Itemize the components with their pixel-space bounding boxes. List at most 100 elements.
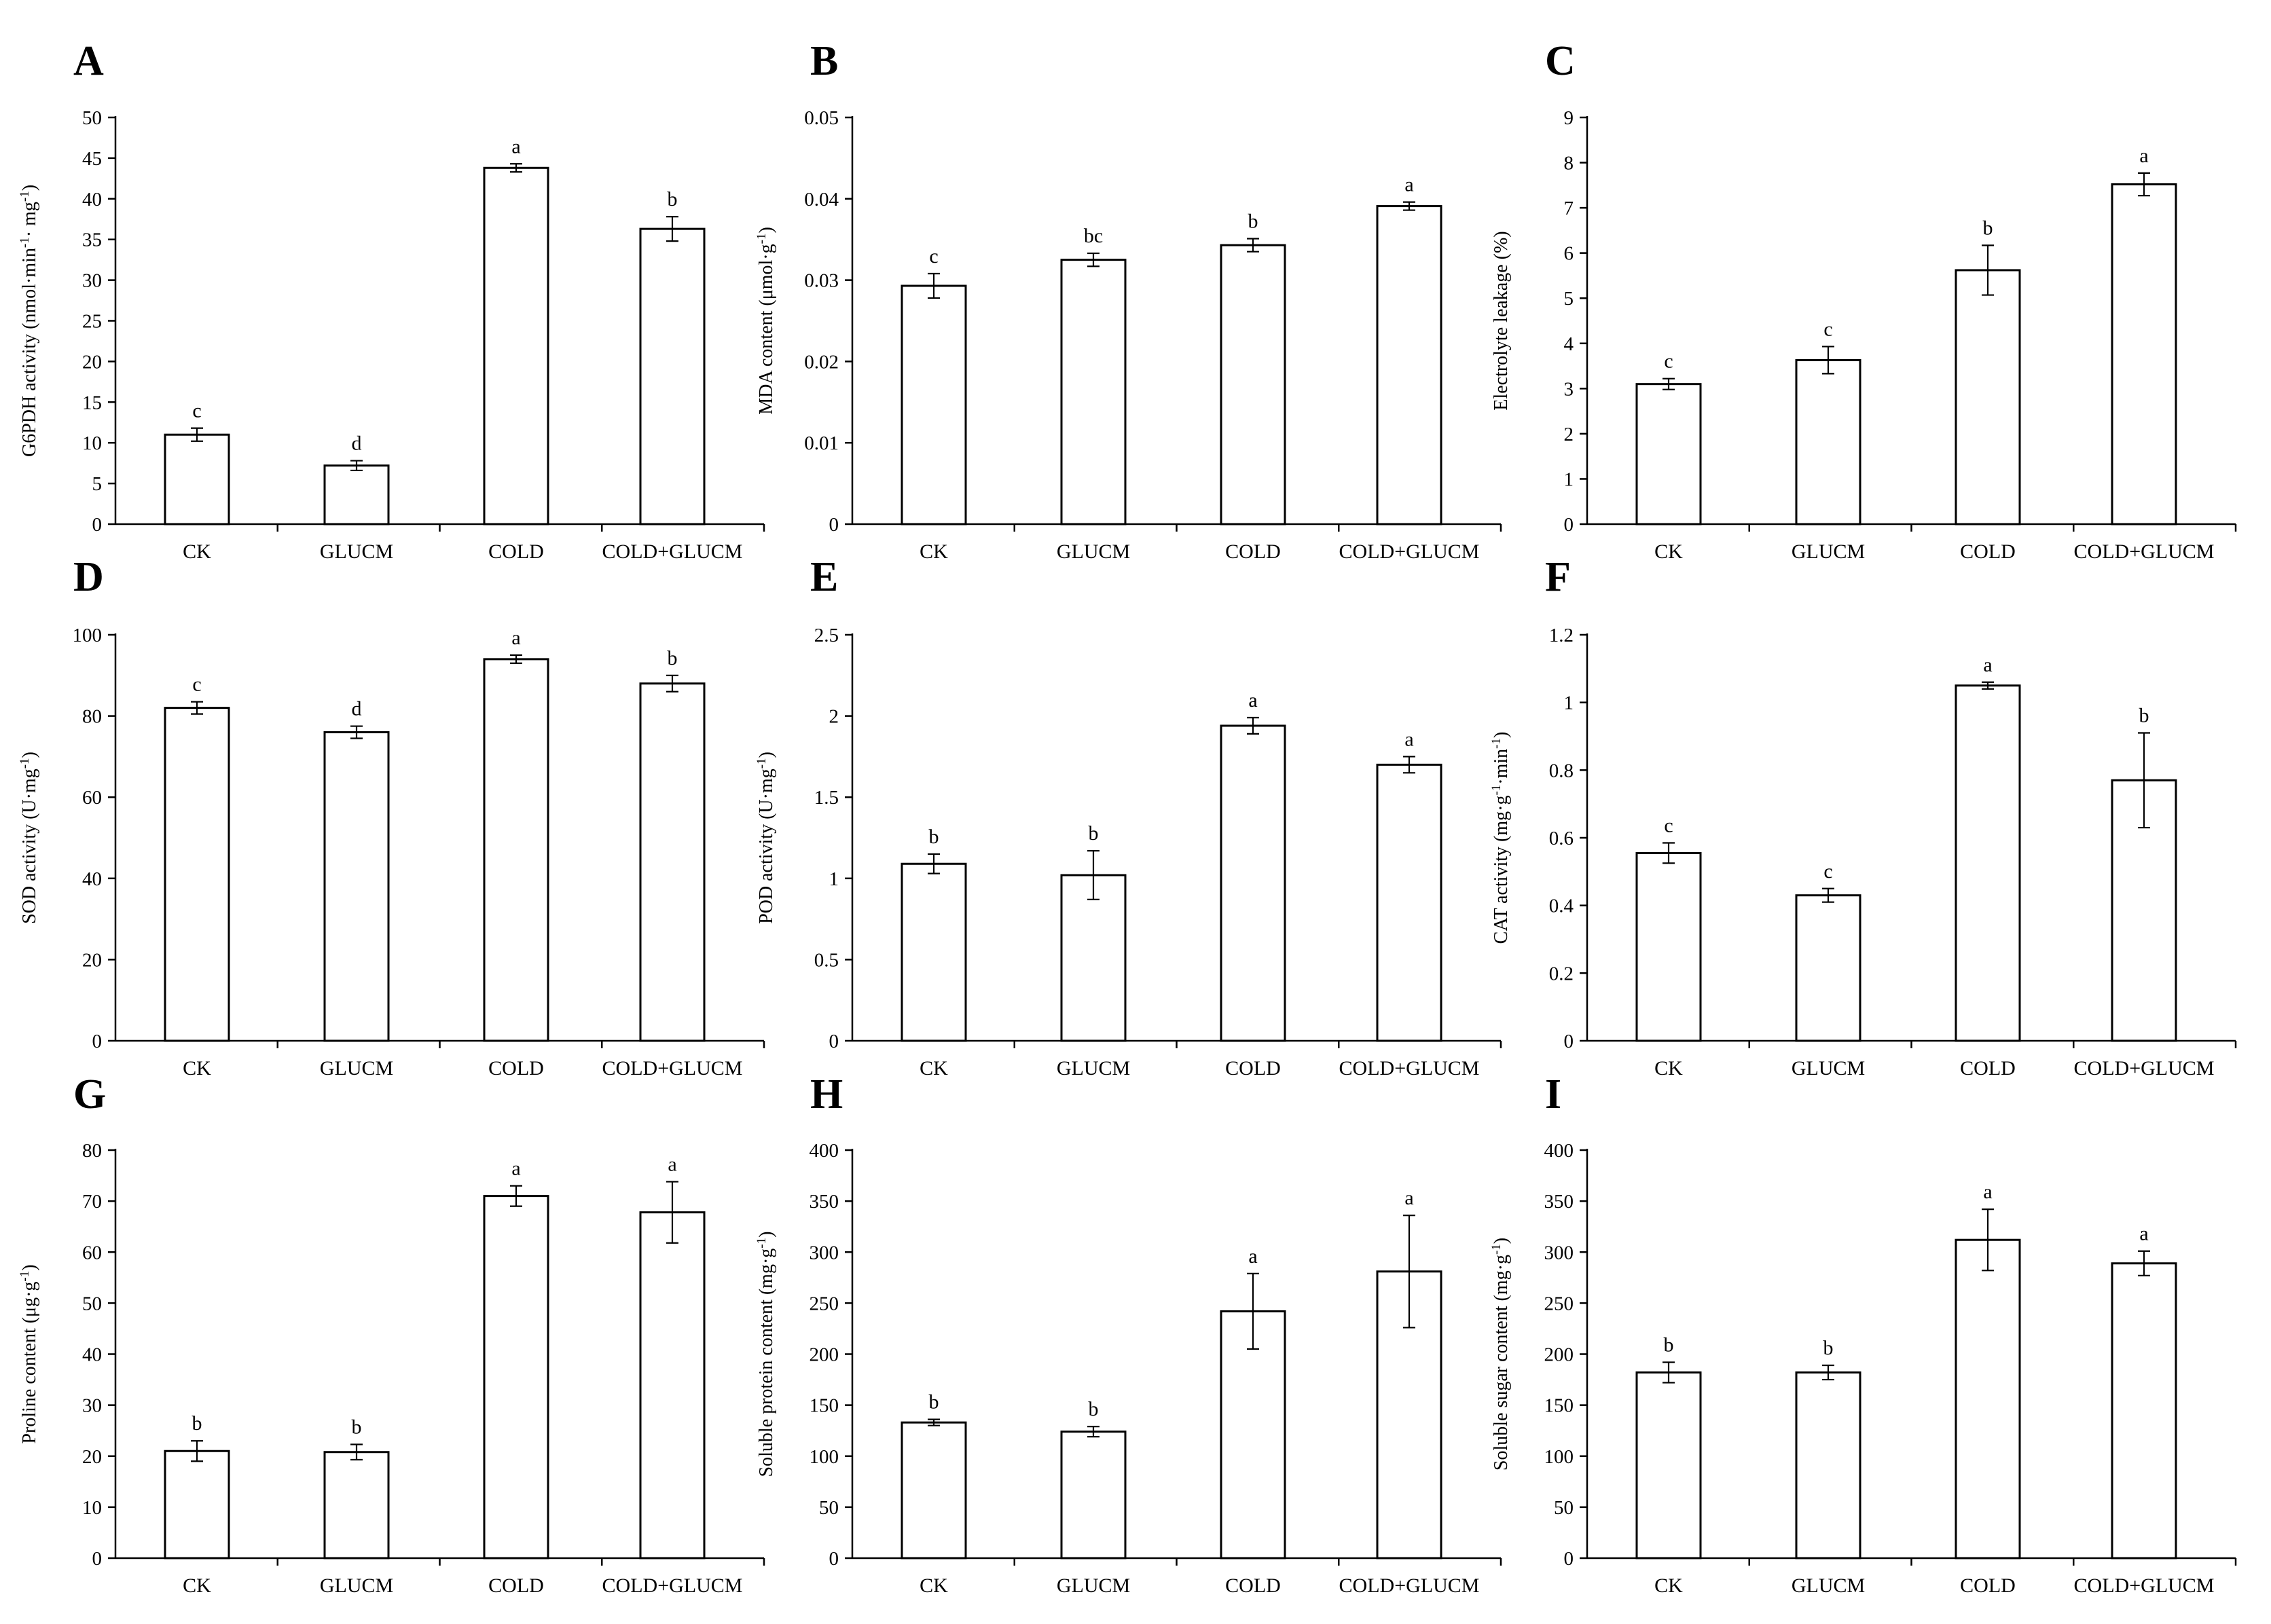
category-label-c: COLD+GLUCM [2074,540,2215,563]
category-label-a: GLUCM [320,540,393,563]
bar-i-ck [1635,1371,1702,1560]
significance-letter-e: a [1404,728,1413,750]
category-label-i: COLD+GLUCM [2074,1574,2215,1597]
y-tick-label-d: 80 [82,706,102,728]
y-tick-label-b: 0.03 [804,270,839,292]
significance-letter-g: a [511,1158,520,1180]
y-tick-label-a: 0 [92,514,103,536]
bar-d-cold-glucm [639,682,706,1042]
y-tick-label-i: 100 [1544,1446,1574,1468]
panel-letter-g: G [73,1071,106,1118]
significance-letter-d: b [668,647,678,669]
significance-letter-b: b [1248,210,1258,233]
bar-b-ck [901,284,967,525]
bar-d-cold [483,658,549,1042]
y-tick-label-e: 1 [829,868,839,890]
y-tick-label-g: 70 [82,1191,102,1213]
y-axis-label-c: Electrolyte leakage (%) [1491,231,1512,410]
y-tick-label-c: 4 [1564,333,1574,355]
significance-letter-c: c [1823,318,1832,340]
panel-g: G 0 10 20 30 40 50 60 70 80 b CK b GLUCM a COLD a COLD+GL… [18,1071,765,1597]
category-label-i: GLUCM [1792,1574,1865,1597]
significance-letter-h: a [1404,1187,1413,1209]
significance-letter-e: b [1089,822,1099,845]
y-tick-label-f: 0 [1564,1031,1574,1052]
bar-e-glucm [1060,874,1127,1042]
bar-b-cold-glucm [1376,205,1442,525]
category-label-a: COLD+GLUCM [602,540,743,563]
y-tick-label-i: 250 [1544,1293,1574,1314]
y-tick-label-a: 50 [82,107,102,129]
panel-letter-h: H [810,1071,843,1118]
panel-f: F 0 0.2 0.4 0.6 0.8 1 1.2 c CK c GLUCM a COLD b COLD+GL… [1489,554,2237,1079]
y-tick-label-d: 20 [82,949,102,971]
category-label-h: COLD+GLUCM [1339,1574,1480,1597]
bar-e-ck [901,862,967,1042]
category-label-b: CK [920,540,948,563]
y-tick-label-h: 300 [810,1242,839,1263]
significance-letter-b: bc [1084,225,1103,247]
y-tick-label-g: 10 [82,1497,102,1519]
category-label-e: COLD [1225,1057,1281,1079]
category-label-h: GLUCM [1057,1574,1130,1597]
y-tick-label-c: 6 [1564,243,1574,265]
category-label-b: COLD [1225,540,1281,563]
significance-letter-d: a [511,627,520,649]
y-tick-label-h: 50 [819,1497,839,1519]
y-tick-label-h: 350 [810,1191,839,1213]
significance-letter-e: a [1248,689,1257,712]
significance-letter-c: a [2139,145,2148,167]
category-label-a: CK [183,540,211,563]
bar-b-glucm [1060,259,1127,525]
y-tick-label-g: 50 [82,1293,102,1314]
y-axis-label-d: SOD activity (U·mg-1) [18,752,41,924]
category-label-e: COLD+GLUCM [1339,1057,1480,1079]
panel-c: C 0 1 2 3 4 5 6 7 8 9 c CK c GLUCM b COLD a COLD+GLUCM Elec… [1491,38,2237,563]
significance-letter-g: a [668,1154,676,1176]
y-tick-label-c: 5 [1564,288,1574,310]
y-tick-label-a: 45 [82,148,102,170]
significance-letter-g: b [352,1416,362,1438]
y-tick-label-i: 200 [1544,1344,1574,1366]
bar-c-ck [1635,383,1702,525]
y-tick-label-f: 1.2 [1549,625,1574,646]
significance-letter-f: a [1983,654,1992,676]
significance-letter-f: c [1664,814,1673,836]
bar-a-cold-glucm [639,227,706,525]
y-tick-label-e: 2.5 [814,625,839,646]
y-axis-label-a: G6PDH activity (nmol·min-1· mg-1) [18,185,41,457]
panel-b: B 0 0.01 0.02 0.03 0.04 0.05 c CK bc GLUCM b COLD a CO… [755,38,1502,563]
y-tick-label-i: 400 [1544,1140,1574,1162]
bar-c-glucm [1795,358,1861,525]
y-tick-label-i: 350 [1544,1191,1574,1213]
panel-e: E 0 0.5 1 1.5 2 2.5 b CK b GLUCM a COLD a COLD+GLUCM PO… [755,554,1502,1079]
significance-letter-i: a [2139,1223,2148,1245]
y-tick-label-i: 50 [1554,1497,1574,1519]
bar-f-glucm [1795,894,1861,1042]
panel-i: I 0 50 100 150 200 250 300 350 400 b CK b GLUCM a COLD a… [1489,1071,2237,1597]
y-tick-label-h: 200 [810,1344,839,1366]
y-tick-label-c: 1 [1564,468,1574,490]
category-label-d: COLD+GLUCM [602,1057,743,1079]
y-tick-label-g: 60 [82,1242,102,1263]
significance-letter-g: b [192,1412,202,1435]
y-tick-label-g: 80 [82,1140,102,1162]
y-tick-label-e: 0.5 [814,949,839,971]
significance-letter-a: a [511,135,520,158]
y-tick-label-i: 0 [1564,1548,1574,1570]
significance-letter-c: b [1983,217,1993,239]
y-tick-label-h: 100 [810,1446,839,1468]
bar-a-glucm [323,464,390,525]
y-tick-label-d: 60 [82,787,102,809]
bar-h-glucm [1060,1431,1127,1560]
category-label-f: COLD+GLUCM [2074,1057,2215,1079]
y-tick-label-c: 3 [1564,378,1574,400]
significance-letter-b: a [1404,174,1413,196]
significance-letter-h: b [929,1391,939,1414]
significance-letter-d: d [352,698,362,720]
significance-letter-i: b [1823,1337,1834,1359]
y-tick-label-b: 0.02 [804,351,839,373]
significance-letter-h: a [1248,1245,1257,1268]
y-tick-label-b: 0.05 [804,107,839,129]
